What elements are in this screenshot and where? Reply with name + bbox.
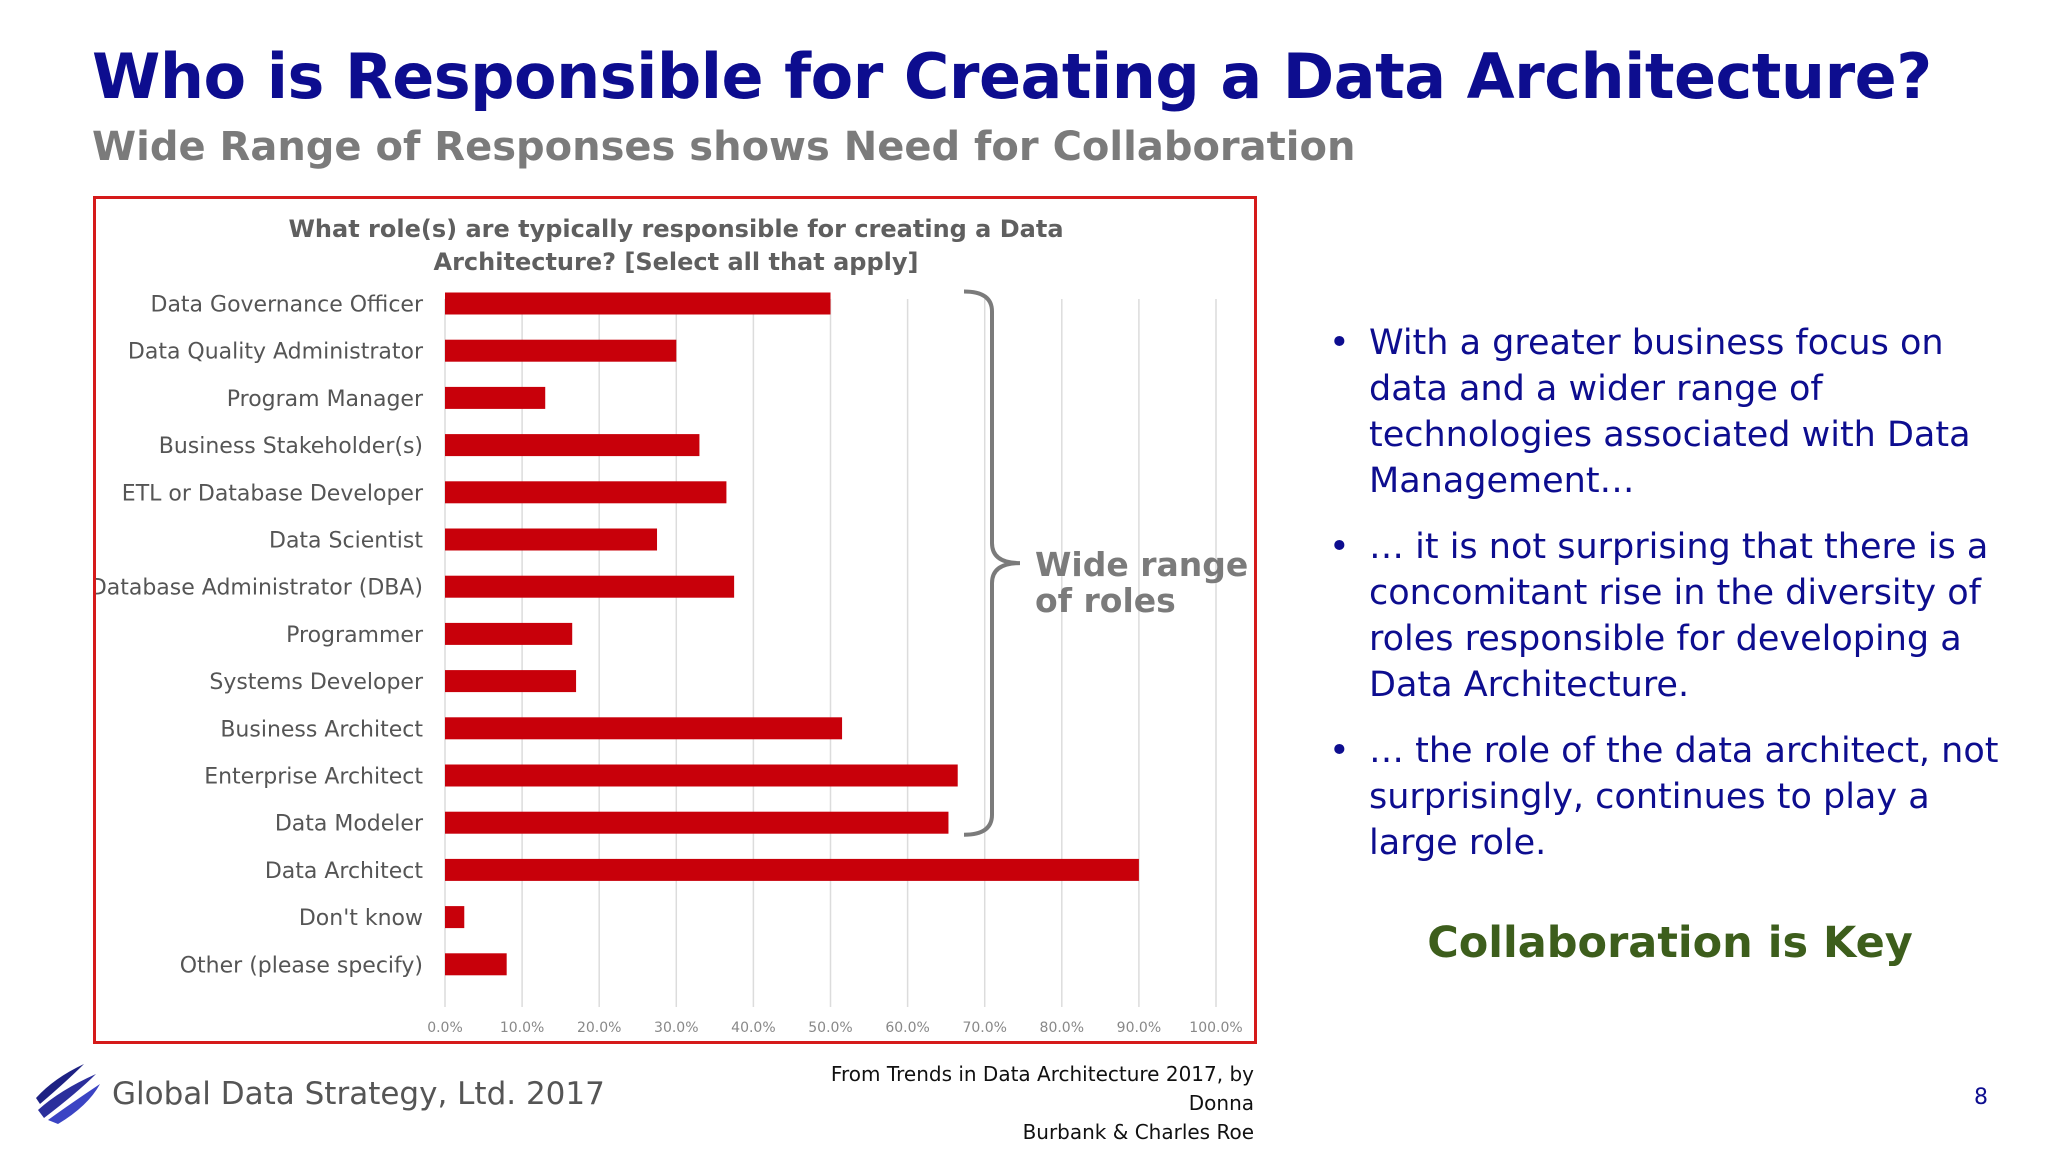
category-label: Enterprise Architect — [204, 765, 423, 790]
bullet-dot: • — [1329, 323, 1350, 363]
footer-company: Global Data Strategy, Ltd. 2017 — [112, 1076, 605, 1112]
x-tick-label: 20.0% — [577, 1020, 621, 1036]
category-label: Data Modeler — [275, 812, 424, 837]
category-label: Database Administrator (DBA) — [96, 576, 423, 601]
chart-title-line-1: What role(s) are typically responsible f… — [288, 215, 1063, 243]
category-label: Data Quality Administrator — [128, 340, 424, 365]
bullet-text: … it is not surprising that there is a c… — [1369, 527, 1989, 705]
bar — [445, 622, 573, 645]
category-label: Other (please specify) — [180, 953, 423, 978]
x-tick-label: 0.0% — [427, 1020, 463, 1036]
x-tick-label: 80.0% — [1040, 1020, 1084, 1036]
x-tick-label: 30.0% — [654, 1020, 698, 1036]
key-message: Collaboration is Key — [1427, 918, 1913, 968]
bar — [445, 386, 546, 409]
bar — [445, 953, 507, 976]
roles-bar-chart: What role(s) are typically responsible f… — [96, 215, 1248, 1036]
x-tick-label: 90.0% — [1117, 1020, 1161, 1036]
category-label: Don't know — [299, 906, 423, 931]
category-label: Program Manager — [227, 387, 424, 412]
bar — [445, 434, 700, 457]
bar — [445, 339, 677, 362]
bar — [445, 292, 831, 315]
category-labels: Data Governance Officer Data Quality Admi… — [96, 293, 424, 979]
annotation-line-2: of roles — [1035, 581, 1176, 620]
category-label: Programmer — [286, 623, 424, 648]
bullet-item: • … it is not surprising that there is a … — [1325, 524, 2015, 708]
gridlines — [444, 299, 1217, 1007]
bullet-dot: • — [1329, 731, 1350, 771]
bar — [445, 481, 727, 504]
slide-subtitle: Wide Range of Responses shows Need for C… — [92, 124, 1356, 170]
bars — [445, 292, 1139, 976]
category-label: Business Architect — [220, 717, 423, 742]
slide-title: Who is Responsible for Creating a Data A… — [92, 40, 1932, 113]
bar — [445, 528, 658, 551]
bar — [445, 670, 577, 693]
annotation-line-1: Wide range — [1035, 545, 1248, 584]
chart-frame: What role(s) are typically responsible f… — [93, 196, 1257, 1044]
bar — [445, 717, 843, 740]
category-label: ETL or Database Developer — [122, 481, 424, 506]
company-logo-icon — [36, 1064, 100, 1124]
bullet-item: • With a greater business focus on data a… — [1325, 320, 2015, 504]
page-number: 8 — [1974, 1085, 1988, 1110]
x-tick-label: 60.0% — [885, 1020, 929, 1036]
x-tick-label: 10.0% — [500, 1020, 544, 1036]
source-line-2: Burbank & Charles Roe — [1022, 1120, 1254, 1144]
source-line-1: From Trends in Data Architecture 2017, b… — [830, 1062, 1254, 1115]
bar — [445, 858, 1139, 881]
wide-range-bracket — [963, 289, 1021, 837]
bullet-dot: • — [1329, 527, 1350, 567]
bar — [445, 575, 735, 598]
x-tick-label: 40.0% — [731, 1020, 775, 1036]
bullet-item: • … the role of the data architect, not s… — [1325, 728, 2015, 866]
category-label: Data Scientist — [269, 529, 423, 554]
bullet-text: … the role of the data architect, not su… — [1369, 731, 1999, 863]
x-tick-label: 70.0% — [962, 1020, 1006, 1036]
x-tick-label: 100.0% — [1189, 1020, 1242, 1036]
category-label: Systems Developer — [209, 670, 424, 695]
bullet-text: With a greater business focus on data an… — [1369, 323, 1971, 501]
category-label: Data Architect — [265, 859, 424, 884]
x-tick-label: 50.0% — [808, 1020, 852, 1036]
source-citation: From Trends in Data Architecture 2017, b… — [760, 1060, 1254, 1147]
category-label: Business Stakeholder(s) — [159, 434, 423, 459]
bullet-list: • With a greater business focus on data a… — [1325, 320, 2015, 886]
bar — [445, 906, 465, 929]
bar — [445, 764, 958, 787]
x-axis-tick-labels: 0.0% 10.0% 20.0% 30.0% 40.0% 50.0% 60.0% 70.0% 8… — [427, 1020, 1242, 1036]
category-label: Data Governance Officer — [151, 293, 424, 318]
bar — [445, 811, 949, 834]
chart-title-line-2: Architecture? [Select all that apply] — [434, 248, 919, 276]
